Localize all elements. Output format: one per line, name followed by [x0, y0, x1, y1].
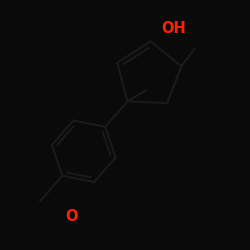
- Text: O: O: [65, 209, 78, 224]
- Text: OH: OH: [161, 21, 186, 36]
